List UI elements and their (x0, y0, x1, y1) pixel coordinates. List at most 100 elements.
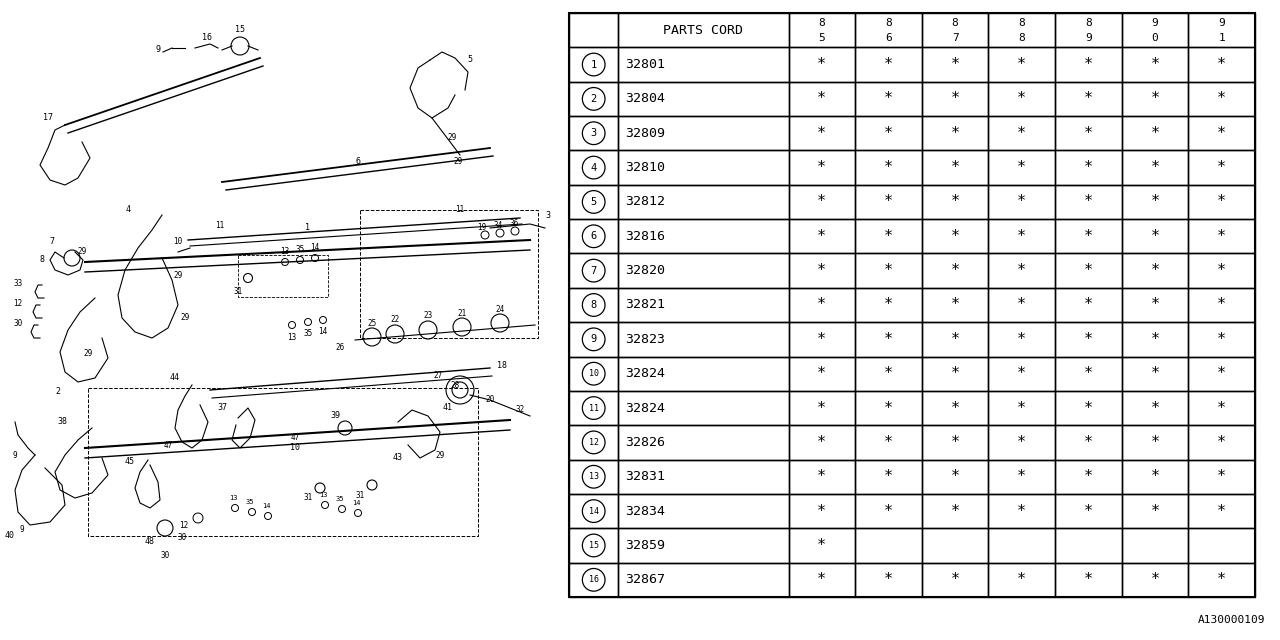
Text: 32820: 32820 (626, 264, 666, 277)
Text: 31: 31 (233, 287, 243, 296)
Text: 29: 29 (83, 349, 92, 358)
Text: 33: 33 (13, 280, 23, 289)
Text: 8: 8 (818, 19, 826, 28)
Bar (855, 185, 922, 219)
Text: 23: 23 (424, 312, 433, 321)
Bar (988, 356, 1055, 391)
Text: 28: 28 (451, 381, 460, 390)
Text: 32804: 32804 (626, 92, 666, 106)
Bar (922, 150, 988, 185)
Text: 35: 35 (246, 499, 255, 505)
Bar (988, 322, 1055, 356)
Text: *: * (1151, 195, 1160, 209)
Bar (1121, 356, 1188, 391)
Text: *: * (817, 332, 827, 347)
Text: 29: 29 (453, 157, 462, 166)
Text: *: * (817, 298, 827, 312)
Bar (1055, 219, 1121, 253)
Text: *: * (1217, 332, 1226, 347)
Bar (570, 460, 618, 494)
Bar (855, 288, 922, 322)
Bar (618, 425, 788, 460)
Text: 31: 31 (303, 493, 312, 502)
Text: *: * (1084, 195, 1093, 209)
Text: *: * (884, 125, 893, 141)
Bar (1188, 288, 1254, 322)
Text: 6: 6 (884, 33, 892, 43)
Bar (618, 13, 788, 47)
Text: *: * (817, 57, 827, 72)
Text: *: * (817, 92, 827, 106)
Text: 19: 19 (477, 223, 486, 232)
Bar (1188, 185, 1254, 219)
Bar (788, 425, 855, 460)
Text: 11: 11 (215, 221, 224, 230)
Bar (1055, 425, 1121, 460)
Bar (1121, 563, 1188, 597)
Text: *: * (1084, 435, 1093, 450)
Text: 32834: 32834 (626, 504, 666, 518)
Bar (1055, 563, 1121, 597)
Text: 34: 34 (493, 221, 503, 230)
Text: 14: 14 (352, 500, 360, 506)
Text: *: * (1018, 435, 1027, 450)
Bar (855, 460, 922, 494)
Text: 26: 26 (335, 344, 344, 353)
Bar (1188, 528, 1254, 563)
Text: 14: 14 (589, 507, 599, 516)
Bar (1121, 82, 1188, 116)
Text: *: * (1217, 572, 1226, 588)
Text: *: * (951, 435, 960, 450)
Bar (922, 13, 988, 47)
Text: 4: 4 (125, 205, 131, 214)
Bar (988, 116, 1055, 150)
Bar (360, 210, 538, 338)
Text: 9: 9 (1152, 19, 1158, 28)
Bar (988, 219, 1055, 253)
Bar (855, 82, 922, 116)
Bar (1188, 47, 1254, 82)
Bar (855, 13, 922, 47)
Bar (88, 388, 477, 536)
Text: *: * (1018, 125, 1027, 141)
Bar (855, 322, 922, 356)
Text: *: * (884, 92, 893, 106)
Text: *: * (1018, 298, 1027, 312)
Text: *: * (1151, 401, 1160, 415)
Bar (570, 253, 618, 288)
Text: 29: 29 (77, 248, 87, 257)
Bar (570, 150, 618, 185)
Bar (1188, 494, 1254, 528)
Text: 45: 45 (125, 458, 134, 467)
Text: *: * (817, 366, 827, 381)
Bar (1055, 185, 1121, 219)
Text: *: * (884, 160, 893, 175)
Text: *: * (951, 401, 960, 415)
Bar (1188, 253, 1254, 288)
Text: *: * (951, 263, 960, 278)
Text: 4: 4 (590, 163, 596, 173)
Bar (922, 356, 988, 391)
Text: *: * (1217, 92, 1226, 106)
Text: *: * (1217, 401, 1226, 415)
Text: 5: 5 (590, 197, 596, 207)
Bar (570, 185, 618, 219)
Text: 32859: 32859 (626, 539, 666, 552)
Text: *: * (884, 263, 893, 278)
Text: *: * (1151, 469, 1160, 484)
Text: *: * (1018, 504, 1027, 518)
Text: 2: 2 (55, 387, 60, 397)
Bar (922, 116, 988, 150)
Text: 29: 29 (180, 314, 189, 323)
Bar (1188, 356, 1254, 391)
Text: 8: 8 (952, 19, 959, 28)
Text: *: * (951, 195, 960, 209)
Text: 6: 6 (590, 231, 596, 241)
Text: *: * (1018, 160, 1027, 175)
Text: *: * (884, 504, 893, 518)
Bar (988, 150, 1055, 185)
Text: *: * (1151, 332, 1160, 347)
Text: *: * (1151, 92, 1160, 106)
Bar (1121, 288, 1188, 322)
Bar (988, 494, 1055, 528)
